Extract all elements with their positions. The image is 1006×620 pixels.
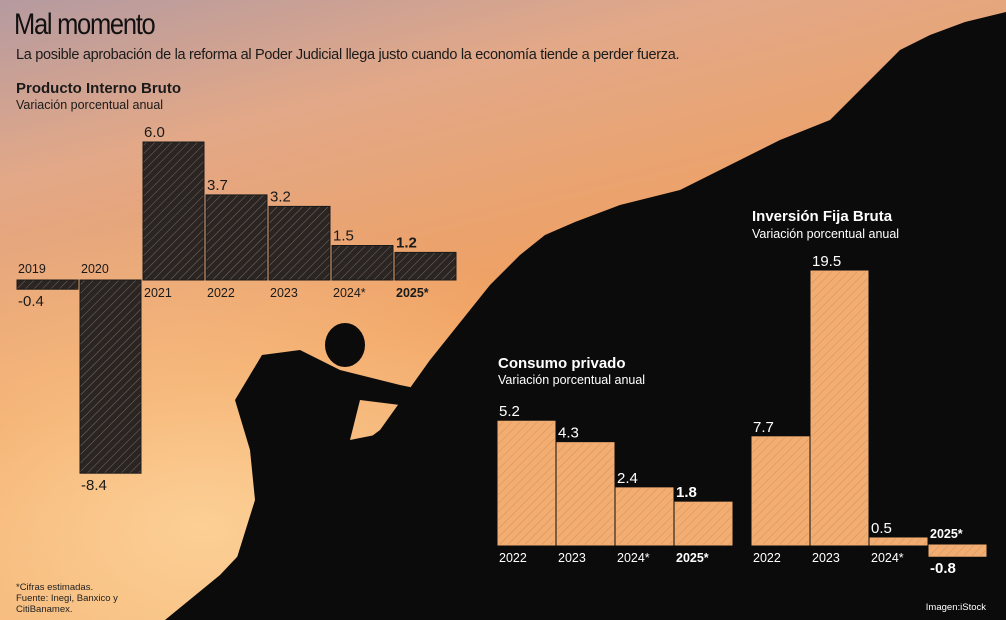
inversion-bar <box>751 436 810 546</box>
page-subtitle: La posible aprobación de la reforma al P… <box>16 47 680 63</box>
climber-silhouette <box>230 323 448 580</box>
pib-chart-subtitle: Variación porcentual anual <box>16 98 164 112</box>
pib-bar <box>394 251 457 281</box>
inversion-bar <box>869 537 928 546</box>
pib-bar <box>79 279 142 474</box>
consumo-value-label: 1.8 <box>676 484 697 501</box>
inversion-year-label: 2023 <box>812 551 840 565</box>
consumo-chart-subtitle: Variación porcentual anual <box>498 373 646 387</box>
image-credit: Imagen:iStock <box>925 602 986 613</box>
inversion-value-label: 0.5 <box>871 520 892 537</box>
consumo-year-label: 2025* <box>676 551 709 565</box>
pib-value-label: -0.4 <box>18 293 44 310</box>
consumo-value-label: 4.3 <box>558 425 579 442</box>
pib-value-label: 3.2 <box>270 188 291 205</box>
pib-year-label: 2019 <box>18 262 46 276</box>
pib-year-label: 2022 <box>207 286 235 300</box>
source-note: *Cifras estimadas. Fuente: Inegi, Banxic… <box>16 582 118 615</box>
pib-year-label: 2024* <box>333 286 366 300</box>
consumo-bar <box>615 487 674 546</box>
pib-value-label: 6.0 <box>144 124 165 141</box>
pib-value-label: 1.2 <box>396 234 417 251</box>
pib-year-label: 2023 <box>270 286 298 300</box>
pib-bar <box>205 194 268 281</box>
pib-year-label: 2025* <box>396 286 429 300</box>
pib-chart-title: Producto Interno Bruto <box>16 80 181 97</box>
consumo-year-label: 2023 <box>558 551 586 565</box>
pib-value-label: -8.4 <box>81 477 107 494</box>
inversion-bar <box>810 270 869 546</box>
consumo-bar <box>497 420 556 546</box>
inversion-value-label: 19.5 <box>812 253 841 270</box>
page-title: Mal momento <box>14 8 156 41</box>
inversion-year-label: 2022 <box>753 551 781 565</box>
inversion-value-label: -0.8 <box>930 560 956 577</box>
consumo-value-label: 5.2 <box>499 403 520 420</box>
consumo-chart-title: Consumo privado <box>498 355 626 372</box>
pib-bar <box>331 245 394 281</box>
consumo-year-label: 2022 <box>499 551 527 565</box>
inversion-chart-subtitle: Variación porcentual anual <box>752 227 900 241</box>
consumo-bar <box>674 501 733 546</box>
pib-bar <box>268 205 331 281</box>
inversion-year-label: 2025* <box>930 527 963 541</box>
pib-year-label: 2021 <box>144 286 172 300</box>
inversion-value-label: 7.7 <box>753 419 774 436</box>
pib-bar <box>142 141 205 281</box>
consumo-bar <box>556 442 615 546</box>
pib-value-label: 1.5 <box>333 228 354 245</box>
inversion-bar <box>928 544 987 557</box>
inversion-chart-title: Inversión Fija Bruta <box>752 208 893 225</box>
consumo-value-label: 2.4 <box>617 470 638 487</box>
consumo-year-label: 2024* <box>617 551 650 565</box>
inversion-year-label: 2024* <box>871 551 904 565</box>
pib-bar <box>16 279 79 290</box>
pib-value-label: 3.7 <box>207 177 228 194</box>
pib-year-label: 2020 <box>81 262 109 276</box>
